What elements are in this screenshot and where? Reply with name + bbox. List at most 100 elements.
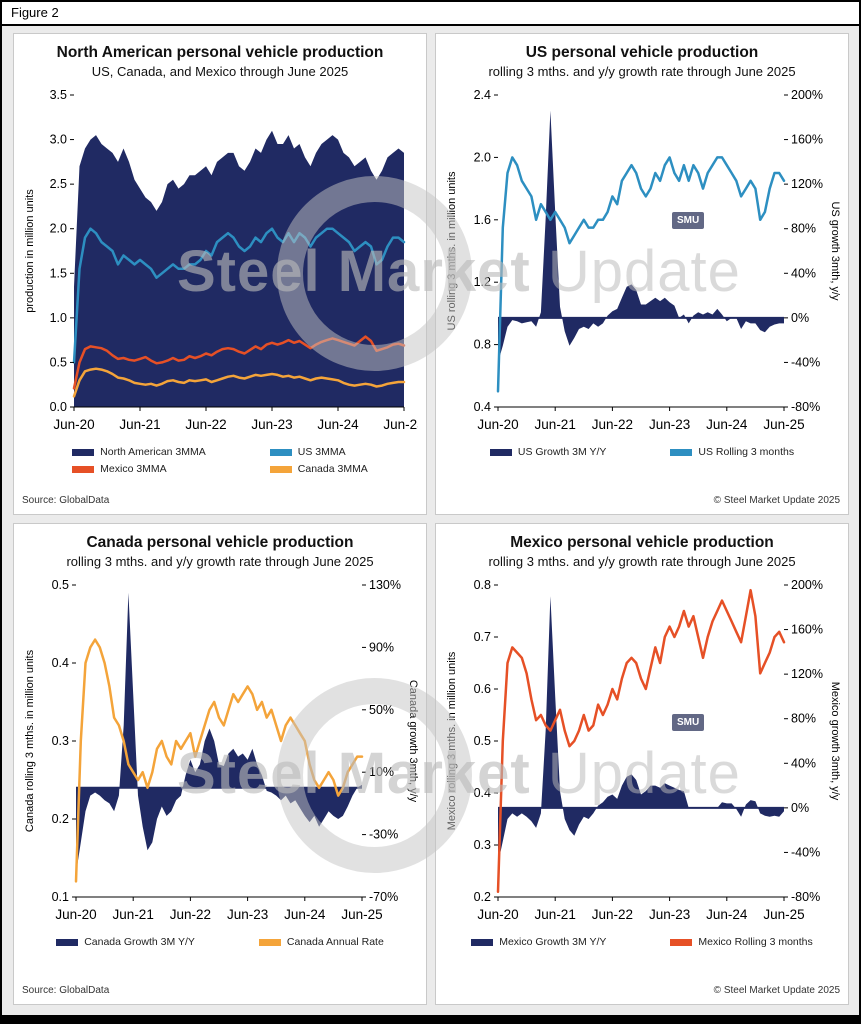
svg-text:0.2: 0.2 [474, 890, 491, 904]
svg-text:130%: 130% [369, 578, 401, 592]
svg-text:Jun-21: Jun-21 [535, 907, 576, 922]
legend-item: US Rolling 3 months [670, 446, 794, 458]
svg-text:50%: 50% [369, 703, 394, 717]
svg-text:1.0: 1.0 [50, 311, 67, 325]
legend-swatch-icon [489, 448, 512, 456]
legend-item: US 3MMA [269, 446, 368, 458]
chart-title: North American personal vehicle producti… [56, 44, 384, 61]
svg-text:US rolling 3 mths. in million: US rolling 3 mths. in million units [446, 171, 458, 330]
svg-text:Jun-22: Jun-22 [592, 417, 633, 432]
svg-text:0.5: 0.5 [474, 734, 491, 748]
svg-text:0%: 0% [791, 311, 809, 325]
chart-subtitle: rolling 3 mths. and y/y growth rate thro… [66, 554, 374, 569]
svg-text:Jun-24: Jun-24 [317, 417, 359, 432]
svg-text:Jun-25: Jun-25 [763, 907, 804, 922]
svg-text:200%: 200% [791, 578, 823, 592]
legend-item: North American 3MMA [72, 446, 206, 458]
source-note: Source: GlobalData [22, 985, 110, 996]
figure-label: Figure 2 [2, 2, 859, 26]
svg-text:120%: 120% [791, 177, 823, 191]
mexico-chart: Jun-20 Jun-21 Jun-22 Jun-23 Jun-24 Jun-25 0.2 0… [444, 575, 841, 932]
svg-text:Jun-20: Jun-20 [477, 417, 518, 432]
svg-text:1.6: 1.6 [474, 213, 491, 227]
svg-text:Mexico rolling 3 mths. in mill: Mexico rolling 3 mths. in million units [446, 651, 458, 830]
svg-text:Jun-25: Jun-25 [383, 417, 418, 432]
chart-panel-canada: Canada personal vehicle production rolli… [13, 523, 427, 1005]
svg-text:Jun-20: Jun-20 [55, 907, 96, 922]
legend-swatch-icon [258, 938, 281, 946]
svg-text:160%: 160% [791, 133, 823, 147]
chart-title: US personal vehicle production [525, 44, 759, 61]
svg-text:-80%: -80% [791, 400, 820, 414]
legend-swatch-icon [269, 448, 292, 456]
svg-text:90%: 90% [369, 640, 394, 654]
svg-text:10%: 10% [369, 765, 394, 779]
panel-footer: Source: GlobalData [22, 979, 418, 996]
svg-text:80%: 80% [791, 712, 816, 726]
svg-text:0.2: 0.2 [52, 812, 69, 826]
legend-swatch-icon [269, 465, 292, 473]
svg-text:0.0: 0.0 [50, 400, 67, 414]
chart-subtitle: US, Canada, and Mexico through June 2025 [91, 64, 349, 79]
svg-text:Jun-21: Jun-21 [535, 417, 576, 432]
svg-text:2.0: 2.0 [50, 222, 67, 236]
svg-text:1.5: 1.5 [50, 266, 67, 280]
legend-label: Mexico Growth 3M Y/Y [499, 936, 607, 948]
legend-label: Mexico Rolling 3 months [698, 936, 813, 948]
svg-text:Canada growth 3mth, y/y: Canada growth 3mth, y/y [407, 680, 418, 803]
legend-item: Mexico Rolling 3 months [670, 936, 813, 948]
legend-swatch-icon [72, 448, 95, 456]
canada-chart: Jun-20 Jun-21 Jun-22 Jun-23 Jun-24 Jun-25 0.1 0… [22, 575, 419, 932]
legend-item: Canada Annual Rate [258, 936, 384, 948]
svg-text:Jun-23: Jun-23 [649, 417, 690, 432]
svg-text:-70%: -70% [369, 890, 398, 904]
svg-text:production in million units: production in million units [24, 189, 36, 313]
chart-subtitle: rolling 3 mths. and y/y growth rate thro… [488, 64, 796, 79]
svg-text:Jun-20: Jun-20 [53, 417, 94, 432]
svg-text:Jun-22: Jun-22 [170, 907, 211, 922]
svg-text:1.2: 1.2 [474, 275, 491, 289]
legend-item: Canada 3MMA [269, 463, 368, 475]
svg-text:0.4: 0.4 [52, 656, 69, 670]
svg-text:2.0: 2.0 [474, 150, 491, 164]
panel-footer: © Steel Market Update 2025 [444, 489, 840, 506]
chart-legend: Canada Growth 3M Y/Y Canada Annual Rate [22, 936, 418, 948]
svg-text:-80%: -80% [791, 890, 820, 904]
chart-panel-north-america: North American personal vehicle producti… [13, 33, 427, 515]
svg-text:Jun-22: Jun-22 [592, 907, 633, 922]
panel-footer: © Steel Market Update 2025 [444, 979, 840, 996]
svg-text:200%: 200% [791, 88, 823, 102]
chart-title: Mexico personal vehicle production [510, 534, 774, 551]
svg-text:0.5: 0.5 [52, 578, 69, 592]
svg-text:-30%: -30% [369, 828, 398, 842]
svg-text:0.4: 0.4 [474, 400, 491, 414]
svg-text:2.4: 2.4 [474, 88, 491, 102]
svg-text:US growth 3mth, y/y: US growth 3mth, y/y [829, 201, 840, 301]
svg-text:160%: 160% [791, 623, 823, 637]
svg-text:Jun-25: Jun-25 [763, 417, 804, 432]
svg-text:Canada rolling 3 mths. in mill: Canada rolling 3 mths. in million units [24, 649, 36, 832]
legend-label: Canada 3MMA [297, 463, 368, 475]
svg-text:Mexico growth 3mth, y/y: Mexico growth 3mth, y/y [829, 682, 840, 801]
north-america-chart: Jun-20 Jun-21 Jun-22 Jun-23 Jun-24 Jun-25 0.0 0… [22, 85, 425, 442]
chart-title: Canada personal vehicle production [86, 534, 354, 551]
copyright-note: © Steel Market Update 2025 [713, 495, 840, 506]
legend-item: Mexico Growth 3M Y/Y [471, 936, 606, 948]
legend-swatch-icon [471, 938, 494, 946]
legend-label: US Rolling 3 months [698, 446, 795, 458]
legend-swatch-icon [670, 448, 693, 456]
legend-label: Canada Annual Rate [286, 936, 384, 948]
svg-text:0.4: 0.4 [474, 786, 491, 800]
legend-label: Mexico 3MMA [100, 463, 167, 475]
chart-panel-mexico: Mexico personal vehicle production rolli… [435, 523, 849, 1005]
chart-legend: North American 3MMA US 3MMA Mexico 3MMA Can… [22, 446, 418, 475]
svg-text:Jun-21: Jun-21 [119, 417, 160, 432]
svg-text:0.3: 0.3 [474, 838, 491, 852]
svg-text:Jun-20: Jun-20 [477, 907, 518, 922]
legend-label: US 3MMA [297, 446, 346, 458]
panel-footer: Source: GlobalData [22, 489, 418, 506]
svg-text:3.0: 3.0 [50, 133, 67, 147]
legend-label: Canada Growth 3M Y/Y [84, 936, 195, 948]
svg-text:0%: 0% [791, 801, 809, 815]
